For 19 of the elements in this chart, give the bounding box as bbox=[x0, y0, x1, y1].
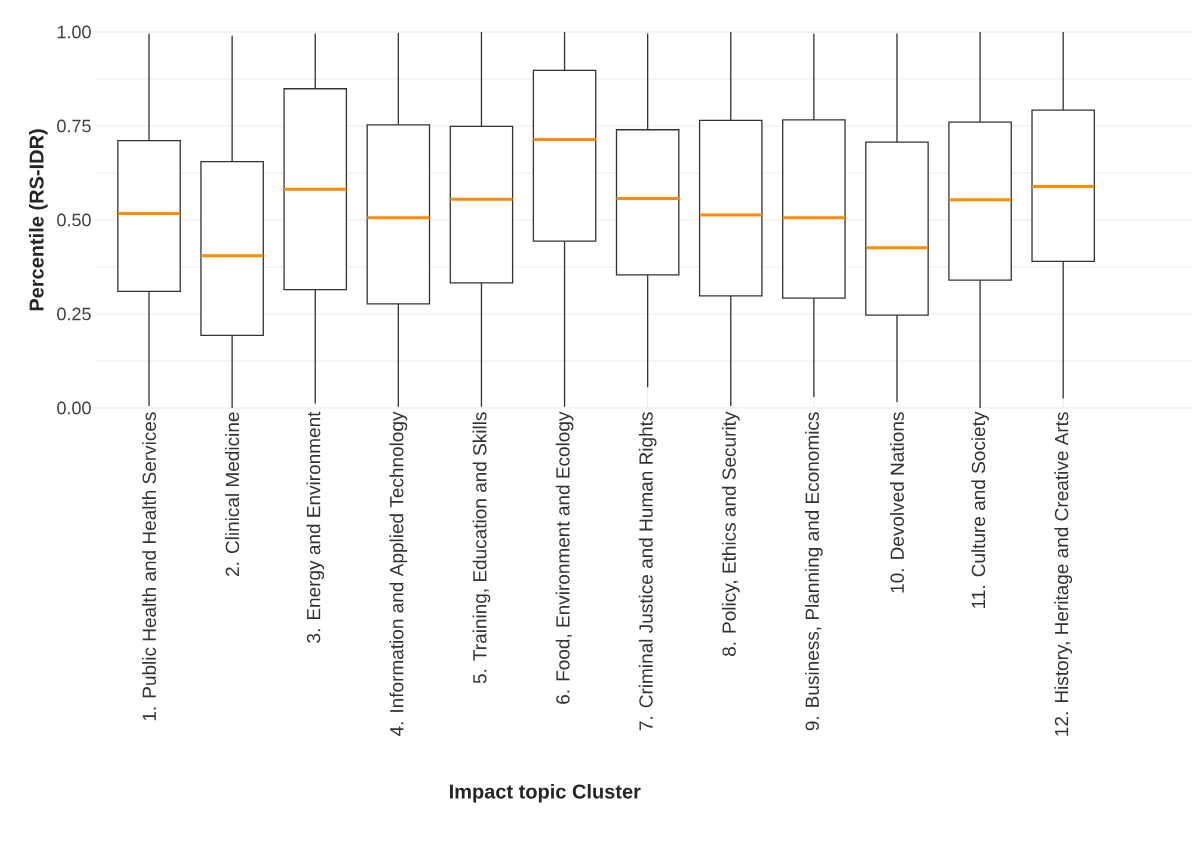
y-axis-title: Percentile (RS-IDR) bbox=[28, 129, 48, 311]
y-tick-label: 0.50 bbox=[57, 213, 91, 227]
x-tick-label: 9. Business, Planning and Economics bbox=[805, 412, 823, 731]
y-tick-label: 0.00 bbox=[57, 401, 91, 415]
x-tick-label: 11. Culture and Society bbox=[971, 411, 989, 608]
x-tick-label: 8. Policy, Ethics and Security bbox=[721, 411, 740, 657]
x-tick-label: 12. History, Heritage and Creative Arts bbox=[1054, 412, 1073, 736]
x-tick-label: 10. Devolved Nations bbox=[890, 412, 904, 593]
x-tick-label: 7. Criminal Justice and Human Rights bbox=[638, 412, 657, 731]
x-tick-label: 4. Information and Applied Technology bbox=[389, 411, 408, 737]
x-tick-label: 2. Clinical Medicine bbox=[225, 412, 240, 576]
x-tick-label: 3. Energy and Environment bbox=[306, 411, 325, 643]
x-tick-label: 5. Training, Education and Skills bbox=[472, 412, 491, 684]
y-tick-label: 0.75 bbox=[57, 119, 91, 133]
x-axis-title: Impact topic Cluster bbox=[449, 783, 641, 803]
y-tick-label: 0.25 bbox=[57, 307, 91, 321]
x-tick-label: 6. Food, Environment and Ecology bbox=[555, 411, 574, 704]
x-tick-label: 1. Public Health and Health Services bbox=[142, 412, 157, 721]
y-tick-label: 1.00 bbox=[57, 25, 91, 39]
